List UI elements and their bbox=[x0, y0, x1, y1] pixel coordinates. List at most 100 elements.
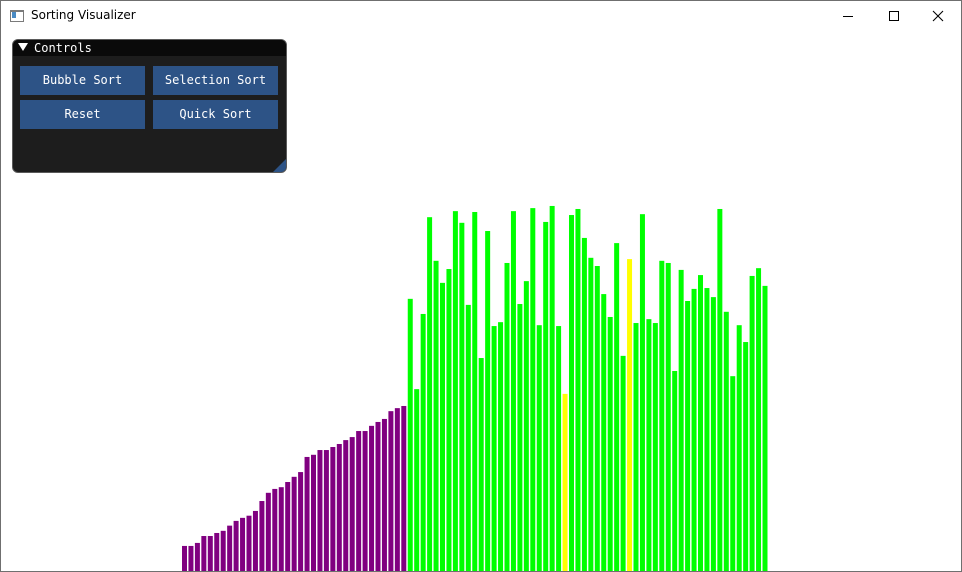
bar-unsorted bbox=[665, 262, 671, 571]
bar-sorted bbox=[304, 456, 310, 571]
bar-sorted bbox=[188, 545, 194, 571]
reset-button[interactable]: Reset bbox=[20, 100, 145, 129]
bar-unsorted bbox=[607, 316, 613, 571]
bar-unsorted bbox=[517, 304, 523, 571]
bar-sorted bbox=[343, 440, 349, 571]
title-bar[interactable]: Sorting Visualizer bbox=[1, 1, 961, 31]
bar-sorted bbox=[317, 450, 323, 571]
bar-sorted bbox=[336, 443, 342, 571]
bar-active bbox=[627, 259, 633, 571]
bar-sorted bbox=[356, 431, 362, 571]
bar-sorted bbox=[220, 530, 226, 571]
bar-unsorted bbox=[478, 358, 484, 571]
bar-sorted bbox=[349, 437, 355, 571]
bar-sorted bbox=[285, 482, 291, 571]
bar-sorted bbox=[252, 510, 258, 571]
bar-unsorted bbox=[498, 322, 504, 571]
app-window-icon bbox=[10, 10, 24, 22]
bar-sorted bbox=[207, 536, 213, 571]
bar-unsorted bbox=[414, 389, 420, 571]
bar-unsorted bbox=[620, 355, 626, 571]
bar-unsorted bbox=[420, 313, 426, 571]
bar-unsorted bbox=[730, 376, 736, 571]
selection-sort-button[interactable]: Selection Sort bbox=[153, 66, 278, 95]
bar-unsorted bbox=[743, 342, 749, 571]
bar-unsorted bbox=[639, 214, 645, 571]
controls-panel-header[interactable]: Controls bbox=[13, 40, 286, 56]
bar-unsorted bbox=[504, 262, 510, 571]
bar-sorted bbox=[298, 472, 304, 571]
bar-unsorted bbox=[427, 217, 433, 571]
quick-sort-button[interactable]: Quick Sort bbox=[153, 100, 278, 129]
bar-unsorted bbox=[440, 282, 445, 571]
bar-unsorted bbox=[588, 257, 594, 571]
bar-unsorted bbox=[536, 325, 542, 571]
bar-active bbox=[562, 393, 568, 571]
bar-unsorted bbox=[433, 260, 439, 571]
bar-unsorted bbox=[633, 323, 639, 571]
minimize-button[interactable] bbox=[825, 1, 871, 31]
bar-sorted bbox=[278, 487, 284, 571]
bar-unsorted bbox=[543, 221, 549, 571]
bar-sorted bbox=[401, 405, 407, 571]
bar-unsorted bbox=[685, 301, 691, 571]
bar-sorted bbox=[265, 492, 271, 571]
bar-unsorted bbox=[446, 269, 452, 571]
bar-sorted bbox=[259, 501, 265, 571]
bar-chart bbox=[182, 205, 768, 571]
bar-sorted bbox=[214, 532, 220, 571]
close-button[interactable] bbox=[915, 1, 961, 31]
bar-sorted bbox=[375, 421, 381, 571]
window-title: Sorting Visualizer bbox=[31, 8, 136, 22]
bar-unsorted bbox=[691, 288, 697, 571]
bar-sorted bbox=[272, 488, 278, 571]
bar-sorted bbox=[201, 536, 207, 571]
bar-unsorted bbox=[614, 243, 620, 571]
bar-unsorted bbox=[652, 323, 658, 571]
bar-unsorted bbox=[601, 294, 607, 571]
collapse-arrow-icon[interactable] bbox=[18, 43, 28, 51]
bar-unsorted bbox=[581, 237, 587, 571]
bar-sorted bbox=[369, 425, 375, 571]
maximize-button[interactable] bbox=[871, 1, 917, 31]
bar-sorted bbox=[227, 525, 233, 571]
bar-sorted bbox=[323, 450, 329, 571]
bar-unsorted bbox=[659, 260, 665, 571]
resize-grip-icon[interactable] bbox=[273, 159, 286, 172]
bubble-sort-button[interactable]: Bubble Sort bbox=[20, 66, 145, 95]
bar-unsorted bbox=[672, 370, 678, 571]
bar-unsorted bbox=[756, 268, 762, 571]
controls-panel-title: Controls bbox=[34, 41, 92, 55]
bar-unsorted bbox=[452, 211, 458, 571]
bar-unsorted bbox=[749, 275, 755, 571]
bar-sorted bbox=[394, 408, 400, 571]
bar-unsorted bbox=[723, 311, 729, 571]
bar-sorted bbox=[381, 418, 387, 571]
close-icon bbox=[932, 10, 944, 22]
bar-sorted bbox=[388, 411, 394, 571]
minimize-icon bbox=[843, 16, 853, 17]
bar-sorted bbox=[362, 431, 368, 571]
bar-unsorted bbox=[510, 211, 516, 571]
controls-panel[interactable]: Controls Bubble Sort Selection Sort Rese… bbox=[12, 39, 287, 173]
bar-unsorted bbox=[485, 231, 491, 571]
bar-unsorted bbox=[717, 208, 723, 571]
bar-sorted bbox=[240, 517, 246, 571]
bar-unsorted bbox=[459, 222, 465, 571]
bar-sorted bbox=[330, 447, 336, 571]
bar-unsorted bbox=[646, 319, 652, 571]
bar-sorted bbox=[291, 476, 297, 571]
bar-unsorted bbox=[465, 304, 471, 571]
bar-unsorted bbox=[575, 208, 581, 571]
bar-unsorted bbox=[698, 275, 703, 571]
bar-unsorted bbox=[710, 297, 716, 571]
bar-unsorted bbox=[678, 269, 684, 571]
maximize-icon bbox=[889, 11, 899, 21]
bar-sorted bbox=[246, 515, 252, 571]
bar-unsorted bbox=[491, 326, 497, 571]
bar-unsorted bbox=[407, 298, 413, 571]
bar-sorted bbox=[194, 542, 200, 571]
bar-unsorted bbox=[472, 212, 478, 571]
bar-unsorted bbox=[762, 285, 768, 571]
